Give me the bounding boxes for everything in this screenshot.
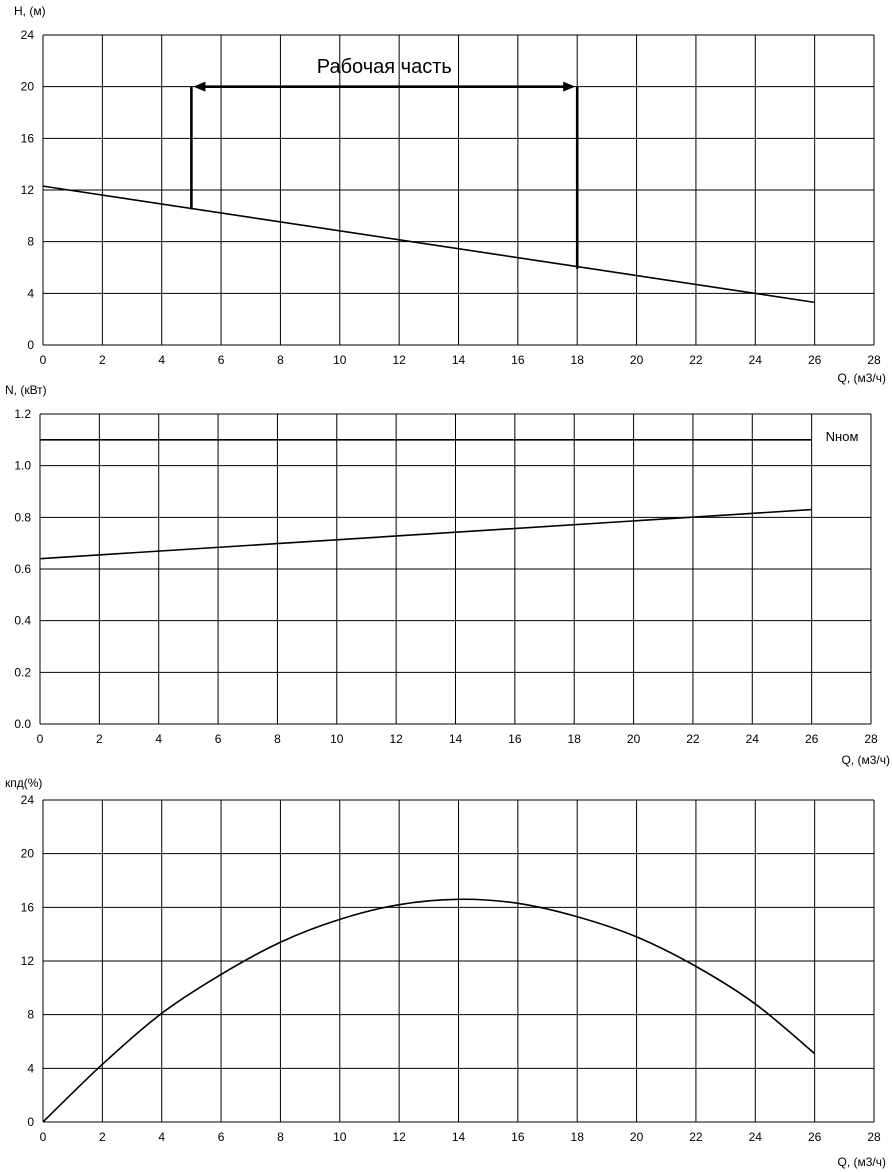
y-tick-label: 20 — [21, 80, 35, 94]
x-tick-label: 26 — [808, 1130, 822, 1144]
y-tick-label: 20 — [21, 847, 35, 861]
x-tick-label: 22 — [686, 732, 700, 746]
y-tick-label: 24 — [21, 28, 35, 42]
x-tick-label: 10 — [330, 732, 344, 746]
x-tick-label: 2 — [99, 1130, 106, 1144]
x-tick-label: 4 — [158, 353, 165, 367]
x-tick-label: 14 — [452, 353, 466, 367]
x-tick-label: 2 — [96, 732, 103, 746]
x-tick-label: 18 — [568, 732, 582, 746]
x-tick-label: 10 — [333, 1130, 347, 1144]
y-tick-label: 0 — [27, 1115, 34, 1129]
y-tick-label: 1.0 — [14, 459, 31, 473]
x-tick-label: 22 — [689, 1130, 703, 1144]
x-tick-label: 14 — [452, 1130, 466, 1144]
x-tick-label: 20 — [630, 1130, 644, 1144]
y-tick-label: 24 — [21, 793, 35, 807]
x-tick-label: 20 — [630, 353, 644, 367]
x-axis-label: Q, (м3/ч) — [837, 1155, 886, 1169]
x-tick-label: 6 — [218, 353, 225, 367]
y-tick-label: 0.6 — [14, 562, 31, 576]
y-tick-label: 1.2 — [14, 407, 31, 421]
x-tick-label: 4 — [158, 1130, 165, 1144]
x-tick-label: 28 — [864, 732, 878, 746]
y-tick-label: 12 — [21, 954, 35, 968]
y-axis-label: N, (кВт) — [5, 383, 47, 397]
x-tick-label: 24 — [746, 732, 760, 746]
y-tick-label: 0 — [27, 338, 34, 352]
y-tick-label: 16 — [21, 900, 35, 914]
x-tick-label: 0 — [40, 353, 47, 367]
efficiency-chart: 0 2 4 6 8 10 12 14 16 18 20 22 24 26 2804812162024кпд(… — [5, 776, 886, 1169]
series-line — [42, 898, 816, 1123]
y-tick-label: 0.0 — [14, 717, 31, 731]
x-tick-label: 18 — [571, 1130, 585, 1144]
x-tick-label: 20 — [627, 732, 641, 746]
x-tick-label: 14 — [449, 732, 463, 746]
x-tick-label: 2 — [99, 353, 106, 367]
x-tick-label: 26 — [805, 732, 819, 746]
x-tick-label: 6 — [215, 732, 222, 746]
x-tick-label: 22 — [689, 353, 703, 367]
series-line — [39, 508, 812, 560]
x-tick-label: 4 — [155, 732, 162, 746]
x-tick-label: 12 — [389, 732, 403, 746]
x-tick-label: 12 — [392, 353, 406, 367]
range-annotation-label: Рабочая часть — [317, 56, 452, 78]
y-tick-label: 0.2 — [14, 665, 31, 679]
y-axis-label: кпд(%) — [5, 776, 42, 790]
y-tick-label: 16 — [21, 131, 35, 145]
x-tick-label: 28 — [867, 1130, 881, 1144]
x-axis-label: Q, (м3/ч) — [837, 371, 886, 385]
series-label: Nном — [826, 429, 859, 444]
x-tick-label: 10 — [333, 353, 347, 367]
series-line — [42, 185, 815, 304]
x-tick-label: 6 — [218, 1130, 225, 1144]
y-tick-label: 0.4 — [14, 614, 31, 628]
x-tick-label: 8 — [277, 353, 284, 367]
x-tick-label: 16 — [511, 353, 525, 367]
y-tick-label: 12 — [21, 183, 35, 197]
y-tick-label: 0.8 — [14, 510, 31, 524]
y-axis-label: H, (м) — [14, 4, 46, 18]
range-arrowhead-right — [563, 81, 576, 92]
x-tick-label: 28 — [867, 353, 881, 367]
y-tick-label: 4 — [27, 1061, 34, 1075]
power-chart: 0 2 4 6 8 10 12 14 16 18 20 22 24 26 280.00.20.40.60.8… — [5, 383, 890, 767]
y-tick-label: 4 — [27, 286, 34, 300]
x-tick-label: 18 — [571, 353, 585, 367]
x-tick-label: 24 — [749, 353, 763, 367]
x-tick-label: 26 — [808, 353, 822, 367]
x-tick-label: 16 — [508, 732, 522, 746]
x-tick-label: 24 — [749, 1130, 763, 1144]
y-tick-label: 8 — [27, 235, 34, 249]
x-tick-label: 0 — [40, 1130, 47, 1144]
x-tick-label: 0 — [37, 732, 44, 746]
y-tick-label: 8 — [27, 1008, 34, 1022]
x-tick-label: 12 — [392, 1130, 406, 1144]
x-tick-label: 8 — [277, 1130, 284, 1144]
range-arrowhead-left — [193, 81, 206, 92]
x-axis-label: Q, (м3/ч) — [841, 753, 890, 767]
x-tick-label: 16 — [511, 1130, 525, 1144]
x-tick-label: 8 — [274, 732, 281, 746]
